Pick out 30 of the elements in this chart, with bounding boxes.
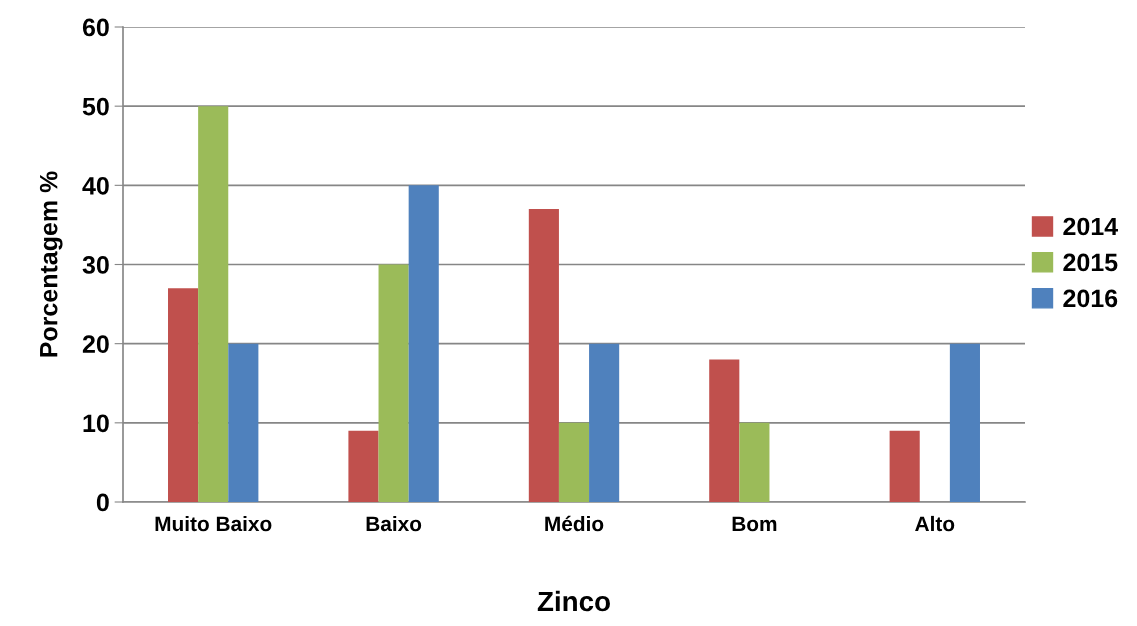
legend-label: 2015 <box>1063 253 1118 272</box>
y-axis-title: Porcentagem % <box>39 171 63 357</box>
bar <box>378 264 409 502</box>
y-tick-label: 30 <box>82 256 109 274</box>
bar <box>198 106 229 502</box>
legend-label: 2014 <box>1063 217 1118 236</box>
y-tick-label: 20 <box>82 335 109 353</box>
bar <box>228 343 259 502</box>
bar <box>709 359 740 502</box>
bar <box>558 422 590 502</box>
bar <box>168 288 199 502</box>
x-tick-label: Alto <box>915 515 955 532</box>
y-tick-label: 10 <box>83 414 109 433</box>
bar <box>589 343 620 502</box>
bar <box>739 422 770 502</box>
x-tick-label: Bom <box>732 516 777 532</box>
bar <box>889 430 920 502</box>
bar <box>528 209 559 502</box>
y-tick-label: 40 <box>82 176 109 195</box>
bar <box>408 185 439 502</box>
bar <box>348 430 379 502</box>
y-tick-label: 50 <box>82 97 109 116</box>
x-axis-title: Zinco <box>537 590 610 612</box>
legend-label: 2016 <box>1063 289 1118 308</box>
x-tick-label: Baixo <box>366 515 422 532</box>
x-tick-label: Muito Baixo <box>155 515 272 532</box>
y-tick-label: 0 <box>96 493 109 512</box>
x-tick-label: Médio <box>545 515 604 532</box>
bar <box>949 343 980 502</box>
y-tick-label: 60 <box>82 18 109 37</box>
